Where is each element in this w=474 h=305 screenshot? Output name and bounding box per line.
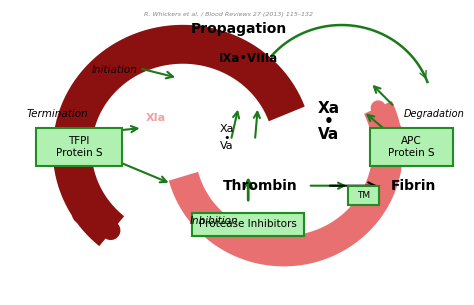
FancyBboxPatch shape — [348, 186, 379, 205]
Text: Xa
•
Va: Xa • Va — [220, 124, 234, 151]
Text: Degradation: Degradation — [404, 109, 465, 120]
Text: Thrombin: Thrombin — [222, 179, 297, 193]
Text: IXa•VIIIa: IXa•VIIIa — [219, 52, 278, 65]
Text: Inhibition: Inhibition — [189, 216, 238, 225]
Text: TFPI
Protein S: TFPI Protein S — [55, 136, 102, 158]
Text: R. Whickers et al. / Blood Reviews 27 (2013) 115–132: R. Whickers et al. / Blood Reviews 27 (2… — [144, 12, 312, 16]
Text: Protease Inhibitors: Protease Inhibitors — [199, 219, 297, 229]
Text: APC
Protein S: APC Protein S — [389, 136, 435, 158]
Text: TF• VIIa: TF• VIIa — [162, 80, 210, 90]
Text: TM: TM — [357, 191, 370, 200]
FancyBboxPatch shape — [192, 213, 304, 236]
FancyBboxPatch shape — [36, 128, 122, 167]
Text: Xa
•
Va: Xa • Va — [318, 101, 340, 142]
Text: Propagation: Propagation — [191, 22, 287, 36]
Text: XIa: XIa — [146, 113, 166, 123]
Text: Initiation: Initiation — [91, 65, 137, 75]
Text: Termination: Termination — [27, 109, 89, 120]
Text: Fibrin: Fibrin — [391, 179, 437, 193]
FancyBboxPatch shape — [370, 128, 453, 167]
